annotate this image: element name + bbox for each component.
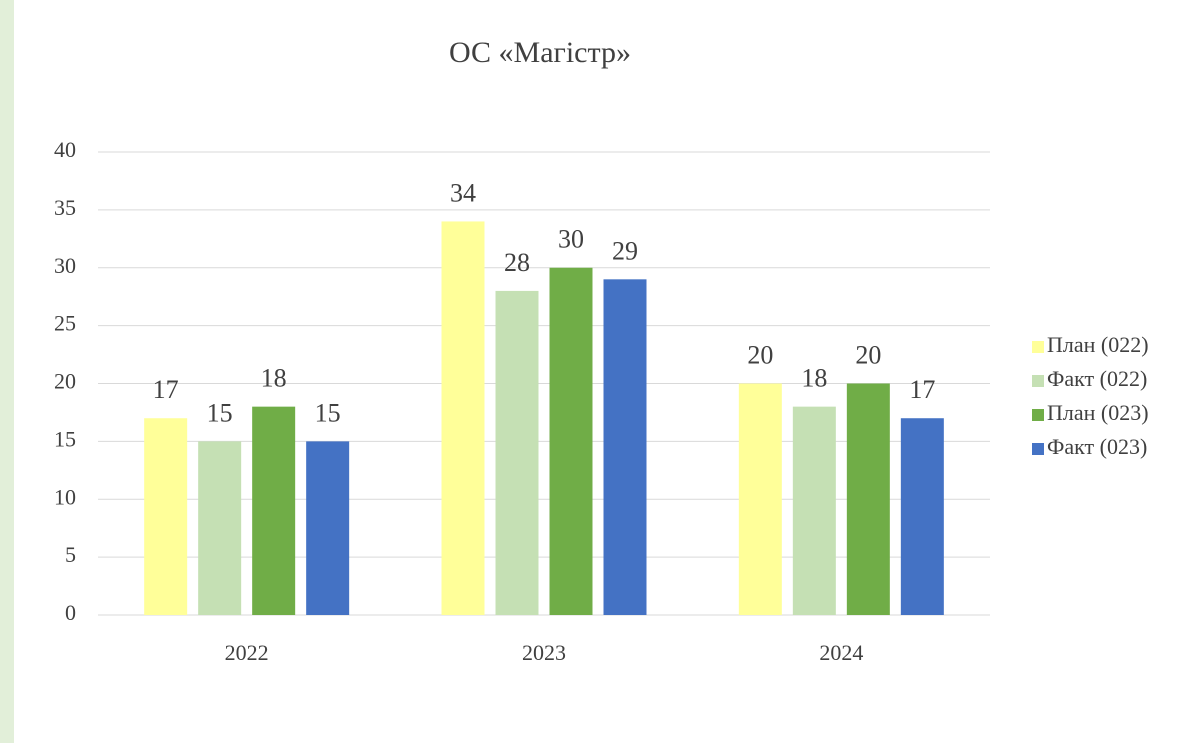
x-tick-label: 2023 [522, 640, 566, 665]
y-tick-label: 30 [54, 253, 76, 278]
bar [306, 441, 350, 615]
y-tick-label: 20 [54, 369, 76, 394]
y-tick-label: 5 [65, 542, 76, 567]
y-tick-label: 35 [54, 195, 76, 220]
bar [900, 418, 944, 615]
y-tick-label: 40 [54, 137, 76, 162]
data-label: 17 [909, 375, 935, 404]
legend-swatch [1032, 443, 1044, 455]
y-tick-label: 10 [54, 484, 76, 509]
data-label: 20 [747, 340, 773, 369]
bar [738, 383, 782, 615]
chart-title: ОС «Магістр» [449, 36, 631, 69]
legend-swatch [1032, 409, 1044, 421]
data-label: 28 [504, 248, 530, 277]
bar [792, 406, 836, 615]
x-tick-label: 2024 [819, 640, 863, 665]
data-label: 30 [558, 225, 584, 254]
data-label: 20 [855, 340, 881, 369]
y-tick-label: 0 [65, 600, 76, 625]
y-tick-label: 15 [54, 426, 76, 451]
y-tick-label: 25 [54, 311, 76, 336]
bar [846, 383, 890, 615]
legend-swatch [1032, 375, 1044, 387]
data-label: 18 [801, 364, 827, 393]
legend-label: План (023) [1047, 400, 1149, 425]
data-label: 29 [612, 236, 638, 265]
legend-label: План (022) [1047, 332, 1149, 357]
data-label: 15 [315, 398, 341, 427]
legend-label: Факт (023) [1047, 434, 1147, 459]
plot-background [14, 0, 1177, 743]
x-tick-label: 2022 [225, 640, 269, 665]
bar [198, 441, 242, 615]
legend-swatch [1032, 341, 1044, 353]
bar [549, 267, 593, 615]
bar [144, 418, 188, 615]
data-label: 18 [261, 364, 287, 393]
data-label: 34 [450, 178, 476, 207]
bar [603, 279, 647, 615]
data-label: 15 [207, 398, 233, 427]
data-label: 17 [153, 375, 179, 404]
bar [495, 290, 539, 615]
bar [441, 221, 485, 615]
legend-label: Факт (022) [1047, 366, 1147, 391]
bar [252, 406, 296, 615]
